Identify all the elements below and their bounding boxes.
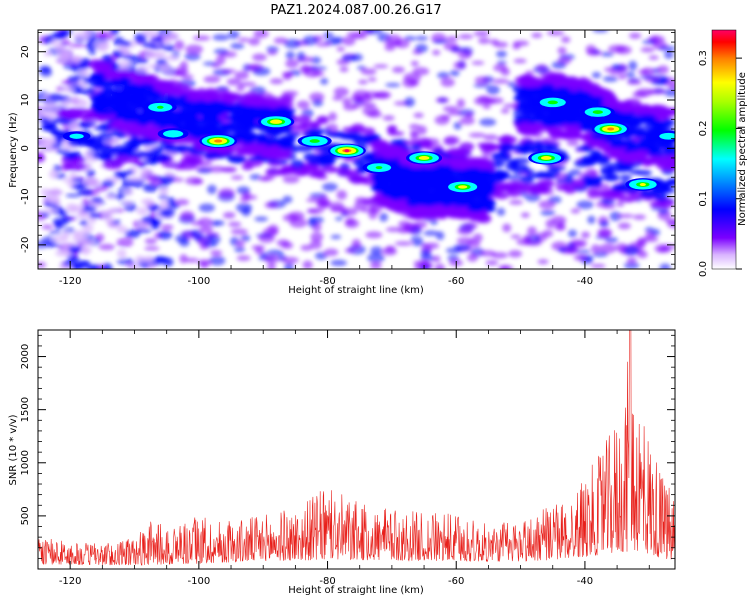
y-tick-label: 20	[20, 45, 31, 58]
colorbar: 0.0 0.1 0.2 0.3 Normalized spectral amplitu…	[698, 29, 748, 277]
spectrogram-heat	[38, 30, 675, 269]
heatmap-peak	[444, 180, 481, 194]
heatmap-peak	[297, 134, 332, 148]
colorbar-frame	[711, 29, 737, 270]
colorbar-label: Normalized spectral amplitude	[737, 72, 748, 226]
y-tick-label: 2000	[20, 344, 31, 369]
x-tick-label: -40	[577, 576, 593, 587]
heatmap-peak	[257, 115, 295, 129]
snr-series-line	[38, 330, 675, 566]
y-tick-label: 0	[20, 145, 31, 151]
heatmap-peak	[528, 151, 565, 165]
x-tick-label: -60	[448, 276, 464, 287]
snr-ylabel: SNR (10 * v/v)	[8, 414, 19, 485]
heatmap-peak	[199, 134, 238, 148]
heatmap-peak	[327, 143, 366, 158]
heatmap-peak	[535, 96, 570, 109]
heatmap-peak	[591, 122, 630, 136]
colorbar-ticks: 0.0 0.1 0.2 0.3	[698, 50, 742, 277]
heatmap-peak	[362, 161, 396, 174]
colorbar-tick-label: 0.1	[698, 191, 709, 207]
snr-frame	[37, 329, 676, 570]
heatmap-peak	[157, 128, 189, 140]
x-tick-label: -120	[59, 576, 82, 587]
colorbar-tick-label: 0.3	[698, 50, 709, 66]
y-tick-label: 1000	[20, 450, 31, 475]
x-tick-label: -40	[577, 276, 593, 287]
spectrogram-frame	[37, 29, 676, 270]
snr-panel: -120 -100 -80 -60 -40 500 1000 1500 2000 Height …	[8, 329, 676, 596]
heatmap-peak	[653, 130, 675, 142]
colorbar-tick-label: 0.0	[698, 261, 709, 277]
figure-title: PAZ1.2024.087.00.26.G17	[270, 3, 441, 18]
heatmap-peak	[62, 131, 91, 142]
colorbar-tick-label: 0.2	[698, 120, 709, 136]
spectrogram-ylabel: Frequency (Hz)	[8, 112, 19, 188]
x-tick-label: -100	[188, 576, 211, 587]
heatmap-peak	[580, 105, 615, 119]
x-tick-label: -80	[319, 276, 335, 287]
x-tick-label: -60	[448, 576, 464, 587]
x-tick-label: -100	[188, 276, 211, 287]
snr-ticks: -120 -100 -80 -60 -40 500 1000 1500 2000	[20, 330, 675, 587]
y-tick-label: 500	[20, 506, 31, 525]
y-tick-label: -20	[20, 237, 31, 253]
y-tick-label: 1500	[20, 397, 31, 422]
heatmap-peak	[625, 178, 661, 191]
spectrogram-xlabel: Height of straight line (km)	[288, 285, 424, 296]
heatmap-peak	[406, 151, 443, 165]
y-tick-label: -10	[20, 188, 31, 204]
colorbar-gradient	[712, 30, 736, 269]
y-tick-label: 10	[20, 94, 31, 107]
x-tick-label: -80	[319, 576, 335, 587]
heatmap-peak	[143, 101, 177, 114]
snr-xlabel: Height of straight line (km)	[288, 585, 424, 596]
x-tick-label: -120	[59, 276, 82, 287]
